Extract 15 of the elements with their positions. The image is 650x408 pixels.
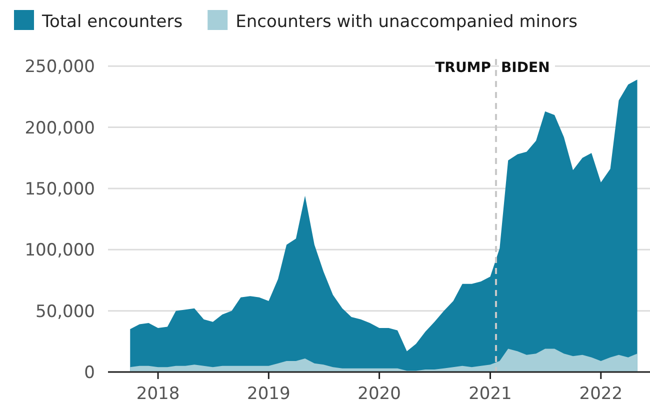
x-tick-label: 2022 bbox=[579, 384, 623, 404]
annotation: BIDEN bbox=[501, 60, 550, 76]
x-tick-label: 2018 bbox=[136, 384, 180, 404]
x-tick-label: 2020 bbox=[358, 384, 401, 404]
annotation: TRUMP bbox=[435, 60, 492, 76]
x-tick-label: 2019 bbox=[247, 384, 290, 404]
legend-label: Total encounters bbox=[41, 12, 183, 32]
y-tick-label: 250,000 bbox=[24, 57, 95, 78]
legend-label: Encounters with unaccompanied minors bbox=[236, 12, 578, 32]
y-tick-label: 50,000 bbox=[36, 302, 95, 322]
y-tick-label: 100,000 bbox=[24, 240, 95, 261]
y-tick-label: 200,000 bbox=[24, 118, 95, 138]
y-tick-label: 0 bbox=[84, 363, 95, 383]
y-tick-label: 150,000 bbox=[24, 179, 95, 200]
x-tick-label: 2021 bbox=[468, 384, 512, 404]
